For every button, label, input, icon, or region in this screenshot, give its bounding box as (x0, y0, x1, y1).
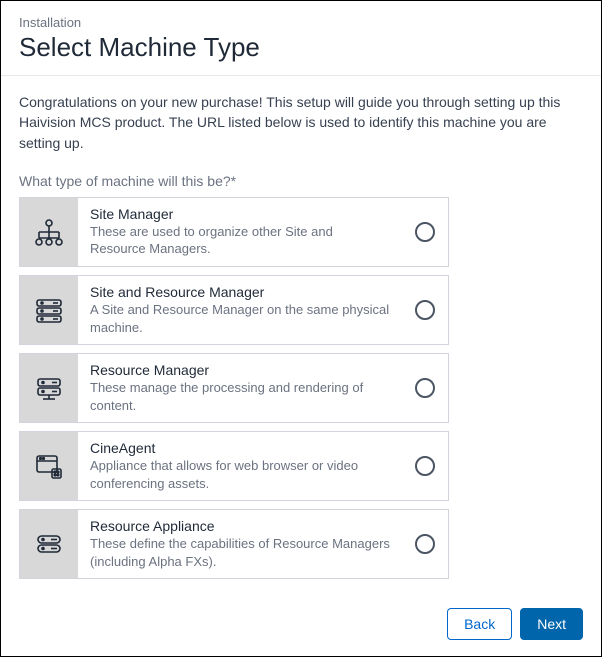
option-site-manager[interactable]: Site Manager These are used to organize … (19, 197, 449, 267)
radio-icon (415, 378, 435, 398)
radio-icon (415, 222, 435, 242)
next-button[interactable]: Next (520, 608, 583, 640)
resource-appliance-icon (20, 510, 78, 578)
option-title: CineAgent (90, 440, 392, 456)
option-desc: These define the capabilities of Resourc… (90, 535, 392, 570)
radio-icon (415, 456, 435, 476)
radio-box[interactable] (402, 276, 448, 344)
option-desc: Appliance that allows for web browser or… (90, 457, 392, 492)
option-desc: These manage the processing and renderin… (90, 379, 392, 414)
option-text: Resource Manager These manage the proces… (78, 354, 402, 422)
cineagent-icon (20, 432, 78, 500)
divider (1, 75, 601, 76)
header: Installation Select Machine Type (19, 15, 583, 75)
options-list: Site Manager These are used to organize … (19, 197, 449, 579)
option-desc: A Site and Resource Manager on the same … (90, 301, 392, 336)
option-text: Site and Resource Manager A Site and Res… (78, 276, 402, 344)
option-text: Site Manager These are used to organize … (78, 198, 402, 266)
option-desc: These are used to organize other Site an… (90, 223, 392, 258)
resource-manager-icon (20, 354, 78, 422)
radio-box[interactable] (402, 198, 448, 266)
option-text: Resource Appliance These define the capa… (78, 510, 402, 578)
footer: Back Next (19, 596, 583, 640)
question-label: What type of machine will this be?* (19, 173, 583, 189)
page-title: Select Machine Type (19, 32, 583, 63)
back-button[interactable]: Back (447, 608, 512, 640)
radio-icon (415, 534, 435, 554)
intro-text: Congratulations on your new purchase! Th… (19, 92, 583, 153)
option-text: CineAgent Appliance that allows for web … (78, 432, 402, 500)
site-manager-icon (20, 198, 78, 266)
option-title: Resource Appliance (90, 518, 392, 534)
option-title: Resource Manager (90, 362, 392, 378)
radio-box[interactable] (402, 510, 448, 578)
radio-box[interactable] (402, 432, 448, 500)
radio-icon (415, 300, 435, 320)
option-title: Site and Resource Manager (90, 284, 392, 300)
radio-box[interactable] (402, 354, 448, 422)
option-resource-manager[interactable]: Resource Manager These manage the proces… (19, 353, 449, 423)
option-resource-appliance[interactable]: Resource Appliance These define the capa… (19, 509, 449, 579)
option-title: Site Manager (90, 206, 392, 222)
site-resource-manager-icon (20, 276, 78, 344)
breadcrumb: Installation (19, 15, 583, 30)
option-cineagent[interactable]: CineAgent Appliance that allows for web … (19, 431, 449, 501)
option-site-resource-manager[interactable]: Site and Resource Manager A Site and Res… (19, 275, 449, 345)
